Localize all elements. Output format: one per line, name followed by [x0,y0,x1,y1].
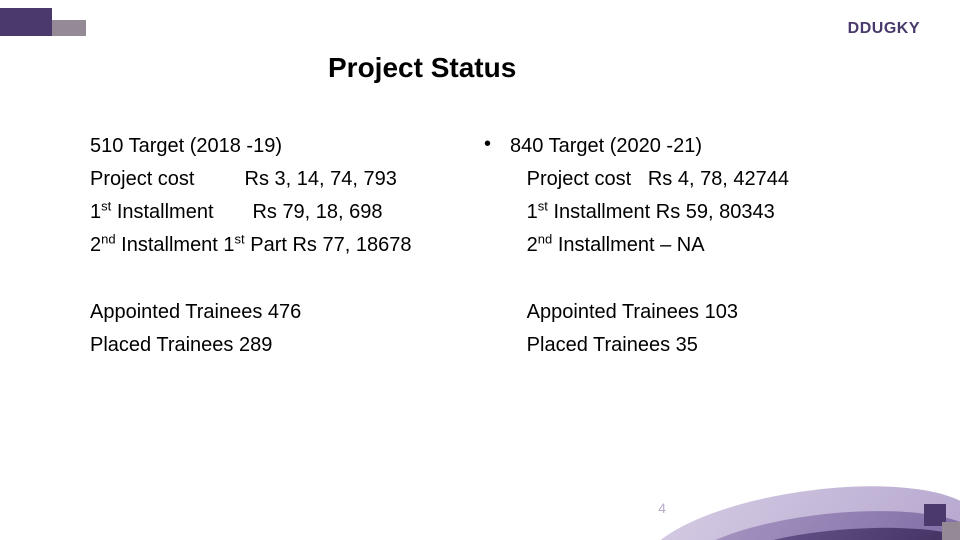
right-target-line: 840 Target (2020 -21) [510,130,900,163]
left-install1-prefix: 1 [90,201,101,223]
right-target-period: Target (2020 -21) [549,135,702,157]
right-install1-suffix: st [538,198,548,213]
decorative-swoosh-group [620,380,960,540]
right-target-count: 840 [510,135,543,157]
left-install2-prefix: 2 [90,234,101,256]
right-install2: 2nd Installment – NA [510,229,900,262]
left-install1-suffix: st [101,198,111,213]
left-install1-value: Rs 79, 18, 698 [252,201,382,223]
right-project-cost-label: Project cost [527,168,631,190]
page-title: Project Status [328,52,516,84]
right-appointed: Appointed Trainees 103 [510,296,900,329]
right-project-cost-value: Rs 4, 78, 42744 [648,168,789,190]
right-install1: 1st Installment Rs 59, 80343 [510,196,900,229]
right-install1-prefix: 1 [527,201,538,223]
left-target-line: 510 Target (2018 -19) [90,130,480,163]
right-install2-prefix: 2 [527,234,538,256]
accent-block-dark [0,8,52,36]
page-number: 4 [658,500,666,516]
corner-square-light [942,522,960,540]
swoosh-light [636,468,960,540]
left-install2-label: Installment 1 [121,234,234,256]
left-appointed: Appointed Trainees 476 [90,296,480,329]
swoosh-mid [677,498,960,540]
right-project-cost: Project cost Rs 4, 78, 42744 [510,163,900,196]
column-right: • 840 Target (2020 -21) Project cost Rs … [500,130,900,362]
left-placed: Placed Trainees 289 [90,329,480,362]
right-install2-suffix: nd [538,231,552,246]
brand-label: DDUGKY [848,20,920,38]
left-project-cost-label: Project cost [90,168,194,190]
accent-block-light [52,20,86,36]
left-install1: 1st Installment Rs 79, 18, 698 [90,196,480,229]
left-install2-part-label: Part Rs 77, 18678 [250,234,411,256]
corner-square-dark [924,504,946,526]
bullet-icon: • [484,133,491,156]
column-left: 510 Target (2018 -19) Project cost Rs 3,… [90,130,500,362]
content-columns: 510 Target (2018 -19) Project cost Rs 3,… [90,130,900,362]
left-install2-part-suffix: st [235,231,245,246]
left-project-cost: Project cost Rs 3, 14, 74, 793 [90,163,480,196]
right-install2-label: Installment – NA [558,234,705,256]
slide: DDUGKY Project Status 510 Target (2018 -… [0,0,960,540]
left-install1-label: Installment [117,201,214,223]
right-placed: Placed Trainees 35 [510,329,900,362]
left-install2-suffix: nd [101,231,115,246]
left-target-count: 510 [90,135,123,157]
left-target-period: Target (2018 -19) [129,135,282,157]
left-project-cost-value: Rs 3, 14, 74, 793 [245,168,397,190]
swoosh-dark [719,520,960,540]
right-install1-label: Installment Rs 59, 80343 [553,201,774,223]
left-install2: 2nd Installment 1st Part Rs 77, 18678 [90,229,480,262]
